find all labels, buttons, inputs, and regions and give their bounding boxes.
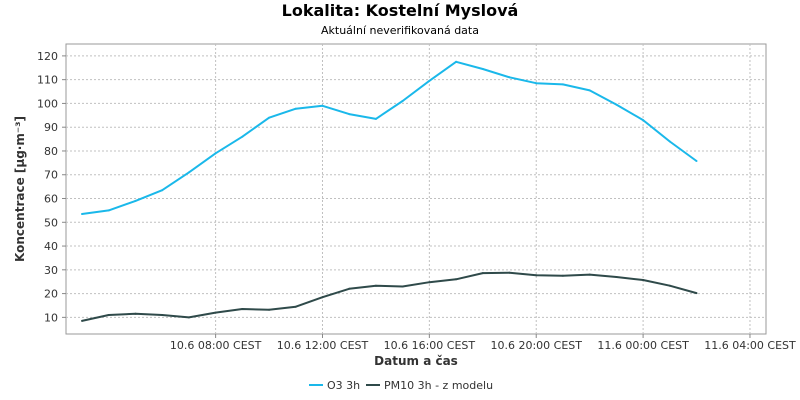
y-tick-label: 100 — [37, 97, 58, 110]
data-point — [134, 199, 137, 202]
data-point — [321, 296, 324, 299]
data-point — [161, 314, 164, 316]
data-point — [187, 171, 190, 174]
chart-subtitle: Aktuální neverifikovaná data — [321, 24, 479, 37]
data-point — [668, 284, 671, 287]
y-tick-label: 110 — [37, 74, 58, 87]
data-point — [428, 281, 431, 284]
y-tick-label: 40 — [44, 240, 58, 253]
data-point — [214, 311, 217, 314]
x-tick-label: 10.6 12:00 CEST — [277, 339, 369, 352]
data-point — [107, 314, 110, 316]
plot-area — [65, 43, 767, 335]
data-point — [481, 68, 484, 70]
series-lines — [81, 60, 698, 322]
y-tick-label: 90 — [44, 121, 58, 134]
data-point — [214, 152, 217, 155]
data-point — [615, 103, 618, 106]
y-tick-label: 50 — [44, 216, 58, 229]
x-tick-label: 10.6 20:00 CEST — [490, 339, 582, 352]
data-point — [187, 316, 190, 319]
y-tick-label: 30 — [44, 264, 58, 277]
chart-title: Lokalita: Kostelní Myslová — [281, 1, 519, 20]
data-point — [348, 287, 351, 290]
data-point — [321, 104, 324, 107]
legend-label: O3 3h — [327, 379, 360, 392]
data-point — [455, 278, 458, 281]
data-point — [695, 292, 698, 295]
legend: O3 3h PM10 3h - z modelu — [309, 379, 493, 392]
data-point — [134, 312, 137, 315]
y-tick-label: 120 — [37, 50, 58, 63]
y-axis: 10 20 30 40 50 60 70 80 90 100 110 120 — [37, 50, 66, 324]
y-axis-title: Koncentrace [µg·m⁻³] — [13, 116, 27, 262]
data-point — [374, 284, 377, 287]
y-tick-label: 60 — [44, 193, 58, 206]
data-point — [401, 100, 404, 102]
y-tick-label: 10 — [44, 311, 58, 324]
x-tick-label: 11.6 00:00 CEST — [597, 339, 689, 352]
data-point — [642, 279, 645, 281]
data-point — [294, 305, 297, 308]
y-tick-label: 20 — [44, 288, 58, 301]
data-point — [348, 113, 351, 116]
data-point — [81, 213, 83, 215]
data-point — [374, 117, 377, 120]
data-point — [241, 135, 244, 138]
data-point — [294, 107, 297, 110]
data-point — [588, 273, 591, 276]
data-point — [241, 308, 244, 310]
data-point — [268, 116, 271, 119]
data-point — [695, 160, 698, 162]
data-point — [107, 209, 110, 212]
data-point — [668, 140, 671, 143]
data-point — [642, 119, 645, 122]
data-point — [268, 308, 271, 311]
data-point — [588, 89, 591, 92]
data-point — [455, 60, 458, 63]
data-point — [401, 285, 404, 288]
data-point — [428, 79, 431, 82]
x-tick-label: 11.6 04:00 CEST — [704, 339, 796, 352]
grid-lines — [66, 44, 766, 334]
series-line-1 — [81, 271, 697, 322]
legend-label: PM10 3h - z modelu — [384, 379, 493, 392]
y-tick-label: 80 — [44, 145, 58, 158]
data-point — [615, 276, 618, 278]
data-point — [561, 83, 564, 86]
data-point — [535, 82, 538, 85]
x-axis: 10.6 08:00 CEST 10.6 12:00 CEST 10.6 16:00… — [170, 334, 796, 352]
series-line-0 — [81, 60, 698, 215]
y-tick-label: 70 — [44, 169, 58, 182]
data-point — [81, 319, 83, 322]
data-point — [508, 271, 511, 274]
data-point — [481, 272, 484, 275]
data-point — [161, 189, 164, 192]
x-tick-label: 10.6 08:00 CEST — [170, 339, 262, 352]
x-tick-label: 10.6 16:00 CEST — [384, 339, 476, 352]
data-point — [561, 274, 564, 277]
data-point — [535, 274, 538, 277]
x-axis-title: Datum a čas — [374, 354, 458, 368]
data-point — [508, 76, 511, 79]
